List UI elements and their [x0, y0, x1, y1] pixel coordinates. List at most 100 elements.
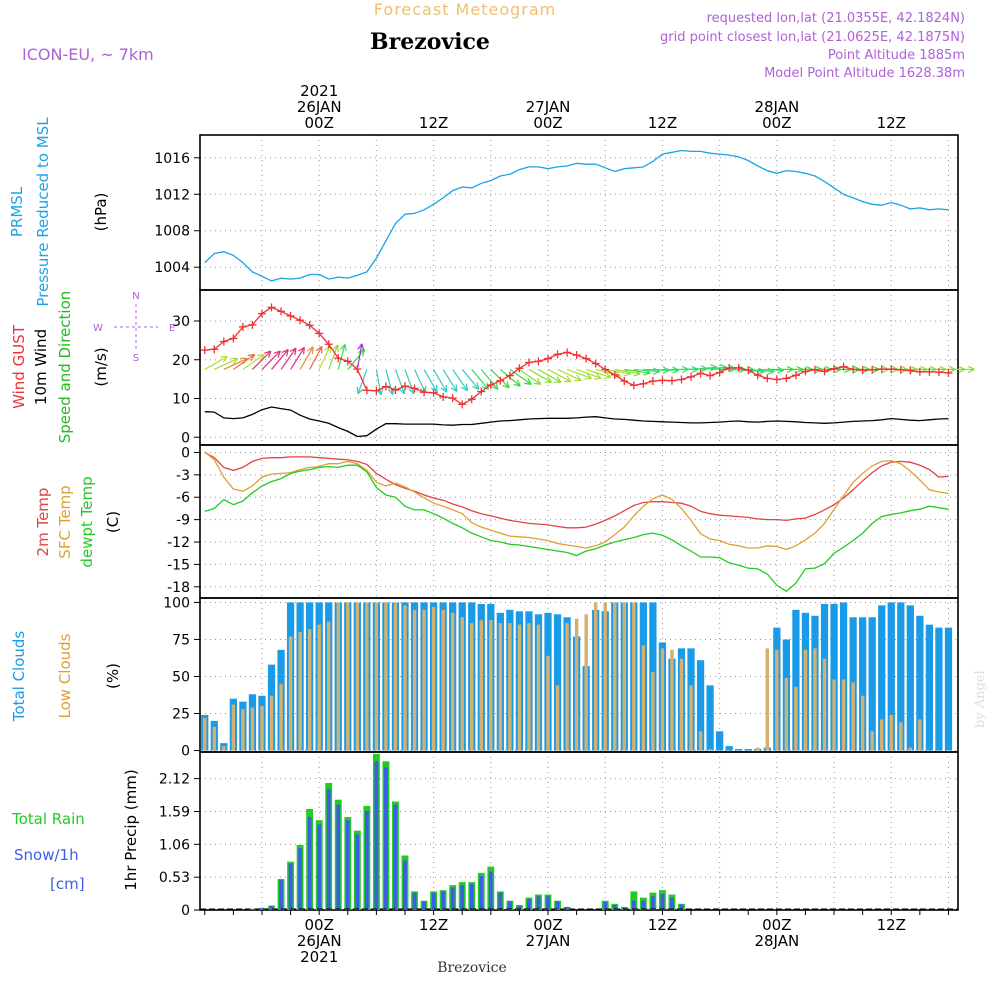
y-tick-label: 1008	[154, 224, 190, 240]
wind-arrow-shaft	[205, 356, 228, 369]
low-cloud-bar	[861, 696, 864, 751]
snow-bar	[451, 888, 455, 910]
low-cloud-bar	[766, 648, 769, 750]
low-cloud-bar	[337, 602, 340, 750]
snow-bar	[670, 898, 674, 910]
bottom-time-label: 12Z	[648, 916, 677, 934]
gust-marker	[458, 400, 466, 408]
panel-frame	[200, 752, 958, 910]
low-cloud-bar	[279, 684, 282, 751]
y-tick-label: -18	[167, 580, 190, 596]
low-cloud-bar	[842, 679, 845, 750]
gust-marker	[363, 386, 371, 394]
total-cloud-bar	[926, 625, 933, 751]
low-cloud-bar	[870, 731, 873, 750]
temp-unit: (C)	[104, 511, 122, 533]
gust-marker	[620, 377, 628, 385]
wind-arrow-head	[585, 378, 592, 379]
gust-marker	[801, 367, 809, 375]
wind-arrow-head	[643, 373, 650, 375]
low-cloud-bar	[785, 678, 788, 751]
clouds-unit: (%)	[104, 663, 122, 689]
wind-arrow-head	[624, 374, 631, 376]
y-tick-label: 25	[172, 707, 190, 723]
low-cloud-bar	[613, 602, 616, 750]
gust-marker	[821, 367, 829, 375]
wind-arrow-head	[456, 385, 457, 392]
gust-marker	[744, 366, 752, 374]
rain-legend: Total Rain	[11, 810, 85, 828]
low-cloud-bar	[394, 602, 397, 750]
low-cloud-bar	[441, 610, 444, 751]
low-cloud-bar	[565, 623, 568, 750]
y-tick-label: 20	[172, 353, 190, 369]
snow-bar	[470, 884, 474, 910]
snow-bar	[432, 893, 436, 910]
top-time-label: 00Z	[533, 114, 562, 132]
total-cloud-bar	[907, 605, 914, 750]
y-tick-label: 0	[181, 903, 190, 919]
gust-marker	[658, 376, 666, 384]
y-tick-label: 0	[181, 744, 190, 760]
top-label: Forecast Meteogram	[374, 0, 556, 19]
gust-marker	[763, 374, 771, 382]
compass-e: E	[169, 323, 175, 334]
low-cloud-bar	[680, 659, 683, 751]
gust-marker	[496, 377, 504, 385]
low-cloud-bar	[203, 718, 206, 751]
requested-coords: requested lon,lat (21.0355E, 42.1824N)	[707, 11, 965, 26]
snow-bar	[527, 899, 531, 910]
wind-arrow-head	[544, 382, 551, 383]
snow-bar	[317, 824, 321, 910]
low-cloud-bar	[270, 696, 273, 751]
snow-bar	[365, 811, 369, 910]
low-cloud-bar	[508, 623, 511, 750]
wind-arrow-head	[313, 347, 314, 354]
gust-marker	[573, 351, 581, 359]
snow-bar	[384, 767, 388, 910]
snow-bar	[346, 820, 350, 910]
low-cloud-bar	[432, 607, 435, 751]
snow-bar	[298, 848, 302, 910]
wind-arrow-head	[710, 365, 717, 367]
wind-arrow-head	[362, 344, 364, 351]
gust-marker	[554, 350, 562, 358]
low-cloud-bar	[327, 622, 330, 751]
panel-frame	[200, 445, 958, 598]
top-time-label: 12Z	[877, 114, 906, 132]
station-title: Brezovice	[370, 29, 490, 55]
gust-label: Wind GUST	[10, 324, 28, 409]
y-tick-label: 2.12	[159, 772, 190, 788]
total-cloud-bar	[726, 746, 733, 750]
low-cloud-bar	[661, 648, 664, 750]
snow-bar	[289, 864, 293, 910]
point-altitude: Point Altitude 1885m	[828, 48, 965, 63]
gust-marker	[649, 377, 657, 385]
wind-arrow-shaft	[233, 355, 254, 370]
low-cloud-bar	[899, 722, 902, 750]
wind-arrow	[510, 369, 531, 384]
y-tick-label: -12	[167, 535, 190, 551]
gust-marker	[268, 303, 276, 311]
low-cloud-bar	[499, 623, 502, 750]
top-time-label: 00Z	[762, 114, 791, 132]
wind-arrow-head	[594, 378, 601, 379]
low-cloud-bar	[880, 719, 883, 750]
total-cloud-bar	[706, 685, 713, 750]
wind-arrow-head	[653, 372, 660, 374]
wind-arrow-shaft	[510, 369, 531, 384]
low-cloud-bar	[375, 602, 378, 750]
wind-arrow-head	[554, 382, 561, 383]
pressure-line	[205, 151, 949, 281]
low-cloud-bar	[260, 706, 263, 750]
gust-marker	[773, 376, 781, 384]
snow-bar	[403, 860, 407, 910]
snow-bar	[546, 896, 550, 910]
pressure-unit: (hPa)	[92, 193, 110, 232]
wind-arrow-head	[357, 387, 358, 394]
gust-marker	[563, 348, 571, 356]
snow-bar	[565, 907, 569, 910]
gust-marker	[592, 360, 600, 368]
y-tick-label: 50	[172, 669, 190, 685]
